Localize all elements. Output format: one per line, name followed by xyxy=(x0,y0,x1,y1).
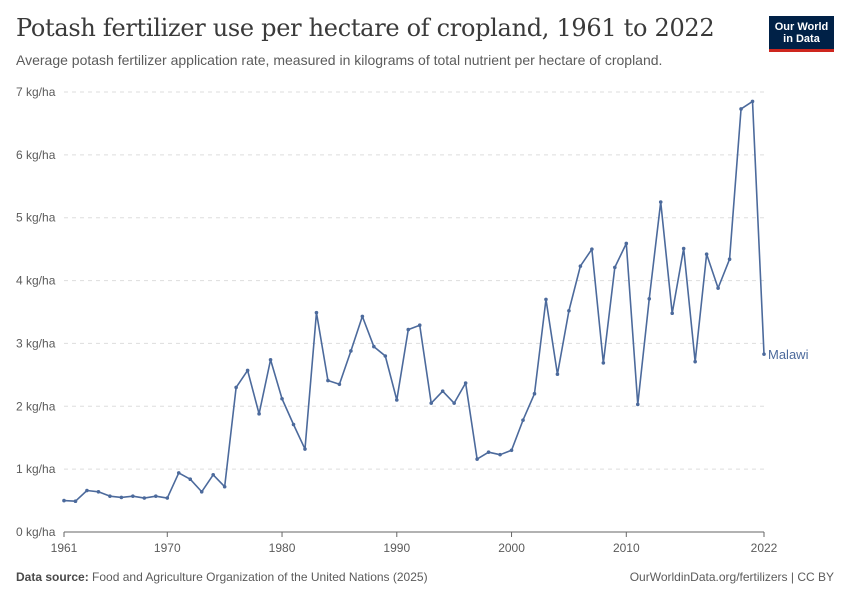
grid-layer xyxy=(64,91,764,470)
data-source-label: Data source: xyxy=(16,570,89,584)
data-point xyxy=(486,450,491,454)
series-layer: Malawi xyxy=(62,99,809,504)
data-point xyxy=(245,368,250,373)
data-point xyxy=(119,495,124,500)
data-point xyxy=(142,496,147,500)
data-point xyxy=(314,310,319,315)
data-point xyxy=(429,401,434,405)
data-point xyxy=(360,314,365,319)
logo-line-2: in Data xyxy=(783,33,820,45)
y-tick-label: 4 kg/ha xyxy=(16,274,56,288)
data-point xyxy=(704,252,709,256)
data-point xyxy=(647,297,652,301)
data-point xyxy=(693,359,697,364)
data-point xyxy=(280,396,284,401)
y-tick-label: 7 kg/ha xyxy=(16,85,56,99)
data-point xyxy=(372,344,376,349)
data-point xyxy=(681,246,686,251)
data-point xyxy=(544,297,548,302)
data-point xyxy=(73,499,78,504)
data-point xyxy=(555,372,560,377)
data-point xyxy=(383,354,388,358)
data-point xyxy=(532,391,537,396)
data-point xyxy=(349,349,353,353)
data-point xyxy=(211,473,215,477)
data-point xyxy=(463,381,468,385)
x-tick-label: 1990 xyxy=(383,541,410,555)
x-tick-label: 2022 xyxy=(751,541,778,555)
data-point xyxy=(222,484,227,489)
data-point xyxy=(440,389,445,394)
series-label: Malawi xyxy=(768,347,809,362)
data-point xyxy=(257,412,261,416)
data-point xyxy=(601,361,606,365)
y-tick-label: 0 kg/ha xyxy=(16,525,56,539)
source-url-license[interactable]: OurWorldinData.org/fertilizers | CC BY xyxy=(629,570,834,584)
data-point xyxy=(417,323,422,328)
data-point xyxy=(154,494,158,498)
data-point xyxy=(337,382,342,387)
data-point xyxy=(85,488,89,493)
data-point xyxy=(578,264,583,268)
data-point xyxy=(750,99,755,104)
axis-layer: 0 kg/ha 1 kg/ha 2 kg/ha 3 kg/ha 4 kg/ha 5 kg/… xyxy=(16,85,778,555)
data-point xyxy=(165,496,170,500)
data-point xyxy=(108,494,112,498)
data-source-text: Food and Agriculture Organization of the… xyxy=(92,570,428,584)
x-tick-label: 1970 xyxy=(154,541,181,555)
data-point xyxy=(635,402,640,407)
x-tick-label: 2010 xyxy=(613,541,640,555)
data-point xyxy=(716,286,720,290)
y-tick-label: 6 kg/ha xyxy=(16,148,56,162)
data-point xyxy=(567,308,571,313)
data-point xyxy=(739,107,743,111)
x-tick-label: 1961 xyxy=(51,541,78,555)
data-point xyxy=(521,418,525,422)
data-point xyxy=(96,489,101,494)
chart-subtitle: Average potash fertilizer application ra… xyxy=(16,52,663,68)
data-point xyxy=(394,398,399,402)
data-point xyxy=(762,352,766,356)
data-point xyxy=(670,311,674,316)
data-point xyxy=(188,477,193,482)
data-point xyxy=(658,200,663,204)
data-point xyxy=(131,494,135,498)
data-point xyxy=(452,401,456,405)
y-tick-label: 1 kg/ha xyxy=(16,462,56,476)
data-point xyxy=(303,447,307,451)
data-point xyxy=(613,265,617,270)
y-tick-label: 2 kg/ha xyxy=(16,399,56,413)
data-point xyxy=(234,385,238,390)
data-point xyxy=(62,498,66,503)
data-point xyxy=(291,422,296,427)
y-tick-label: 5 kg/ha xyxy=(16,211,56,225)
data-point xyxy=(624,241,629,246)
y-tick-label: 3 kg/ha xyxy=(16,336,56,350)
chart-title: Potash fertilizer use per hectare of cro… xyxy=(16,14,715,42)
logo-line-1: Our World xyxy=(774,21,829,33)
data-point xyxy=(326,378,330,383)
data-point xyxy=(590,247,594,251)
data-source: Data source: Food and Agriculture Organi… xyxy=(16,570,428,584)
data-point xyxy=(176,471,181,475)
data-point xyxy=(475,457,479,461)
x-tick-label: 2000 xyxy=(498,541,525,555)
data-point xyxy=(406,327,411,332)
x-tick-label: 1980 xyxy=(269,541,296,555)
series-line-malawi xyxy=(63,100,765,503)
data-point xyxy=(268,357,273,362)
data-point xyxy=(727,257,732,262)
owid-logo[interactable]: Our World in Data xyxy=(769,16,834,52)
data-point xyxy=(199,489,204,494)
data-point xyxy=(509,448,514,453)
data-point xyxy=(498,452,502,457)
